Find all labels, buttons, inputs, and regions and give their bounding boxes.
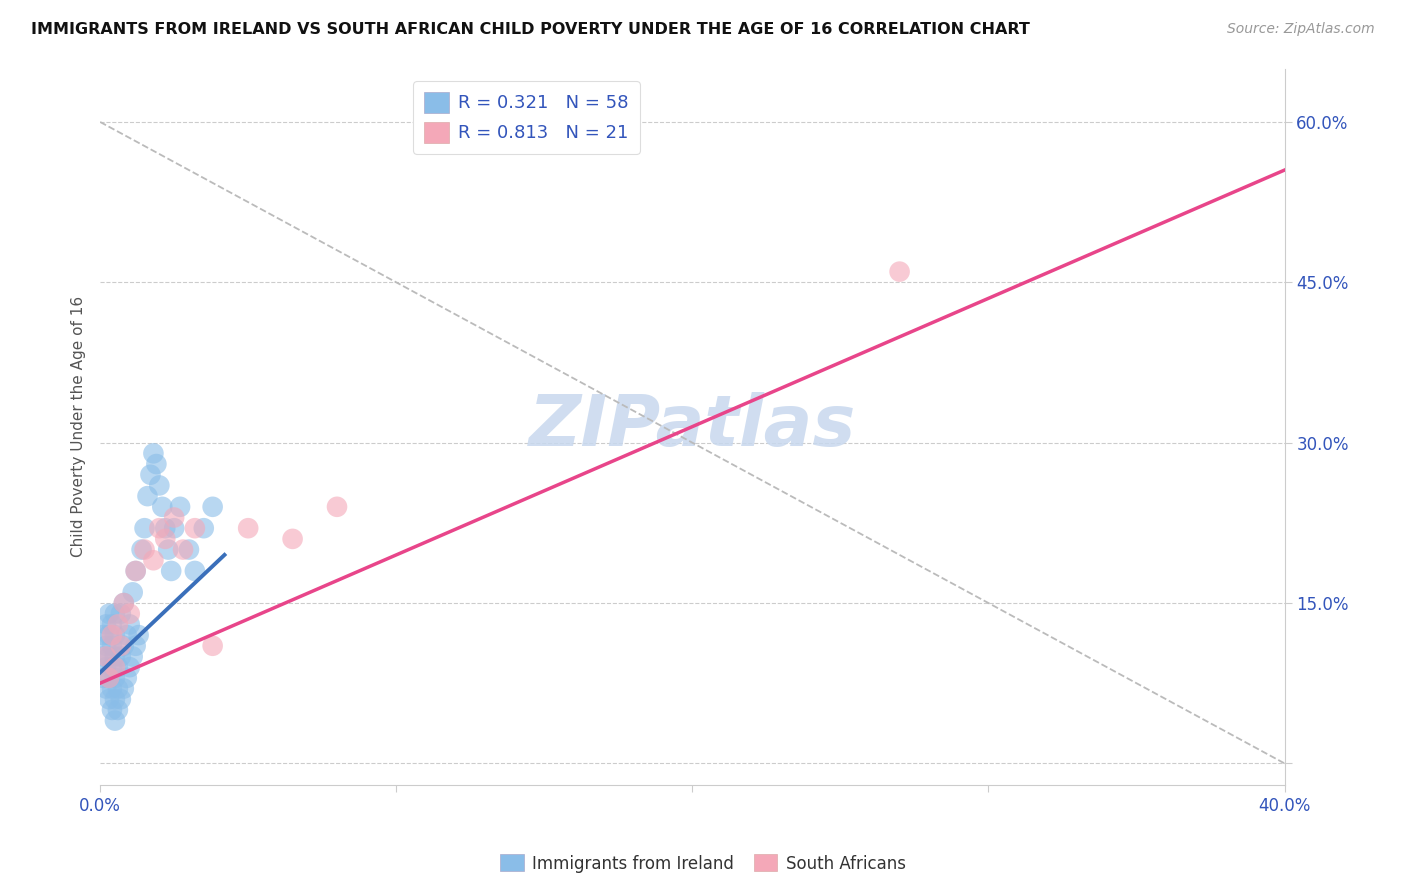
Point <box>110 692 132 706</box>
Point <box>98 692 121 706</box>
Point <box>124 564 146 578</box>
Point <box>91 671 114 685</box>
Point <box>128 628 150 642</box>
Point <box>160 564 183 578</box>
Point <box>201 639 224 653</box>
Point <box>118 660 141 674</box>
Point <box>94 649 117 664</box>
Text: IMMIGRANTS FROM IRELAND VS SOUTH AFRICAN CHILD POVERTY UNDER THE AGE OF 16 CORRE: IMMIGRANTS FROM IRELAND VS SOUTH AFRICAN… <box>31 22 1029 37</box>
Point <box>177 542 200 557</box>
Point <box>134 542 156 557</box>
Point <box>104 714 127 728</box>
Point <box>91 649 114 664</box>
Point <box>124 639 146 653</box>
Point <box>115 628 138 642</box>
Point <box>148 478 170 492</box>
Point <box>104 671 127 685</box>
Point <box>101 660 124 674</box>
Point <box>98 671 121 685</box>
Point <box>172 542 194 557</box>
Point <box>112 639 135 653</box>
Point <box>94 660 117 674</box>
Point <box>201 500 224 514</box>
Point <box>112 596 135 610</box>
Point <box>326 500 349 514</box>
Point <box>169 500 191 514</box>
Text: ZIPatlas: ZIPatlas <box>529 392 856 461</box>
Point <box>139 467 162 482</box>
Point <box>101 681 124 696</box>
Point <box>104 692 127 706</box>
Point <box>98 649 121 664</box>
Point <box>94 639 117 653</box>
Point <box>110 607 132 621</box>
Point <box>107 660 129 674</box>
Point <box>101 703 124 717</box>
Point <box>115 671 138 685</box>
Point <box>98 607 121 621</box>
Point <box>98 628 121 642</box>
Point <box>155 521 177 535</box>
Point <box>101 617 124 632</box>
Point <box>112 681 135 696</box>
Point <box>118 607 141 621</box>
Point <box>163 510 186 524</box>
Point <box>121 585 143 599</box>
Point <box>98 671 121 685</box>
Legend: R = 0.321   N = 58, R = 0.813   N = 21: R = 0.321 N = 58, R = 0.813 N = 21 <box>413 81 640 153</box>
Point <box>110 649 132 664</box>
Point <box>131 542 153 557</box>
Point <box>889 265 911 279</box>
Point <box>136 489 159 503</box>
Point <box>112 596 135 610</box>
Point <box>155 532 177 546</box>
Point <box>118 617 141 632</box>
Point <box>157 542 180 557</box>
Point <box>107 681 129 696</box>
Point <box>104 628 127 642</box>
Point <box>121 649 143 664</box>
Point <box>91 628 114 642</box>
Text: Source: ZipAtlas.com: Source: ZipAtlas.com <box>1227 22 1375 37</box>
Point <box>134 521 156 535</box>
Point <box>107 703 129 717</box>
Point <box>281 532 304 546</box>
Point <box>104 660 127 674</box>
Point <box>193 521 215 535</box>
Point <box>101 639 124 653</box>
Point <box>148 521 170 535</box>
Point <box>107 617 129 632</box>
Point <box>142 446 165 460</box>
Point <box>94 681 117 696</box>
Point <box>150 500 173 514</box>
Point <box>184 521 207 535</box>
Point <box>110 639 132 653</box>
Point <box>104 607 127 621</box>
Point <box>94 617 117 632</box>
Y-axis label: Child Poverty Under the Age of 16: Child Poverty Under the Age of 16 <box>72 296 86 558</box>
Point <box>104 649 127 664</box>
Point <box>238 521 260 535</box>
Point <box>184 564 207 578</box>
Point <box>101 628 124 642</box>
Point <box>124 564 146 578</box>
Point <box>142 553 165 567</box>
Point <box>145 457 167 471</box>
Point <box>163 521 186 535</box>
Legend: Immigrants from Ireland, South Africans: Immigrants from Ireland, South Africans <box>494 847 912 880</box>
